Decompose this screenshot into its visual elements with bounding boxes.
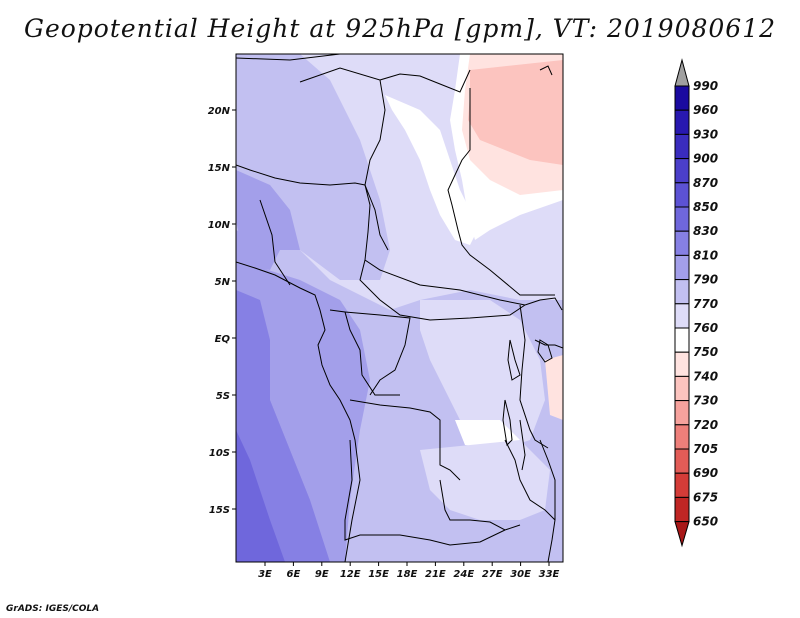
coastline (539, 65, 553, 76)
fill-congo-mid (420, 300, 545, 450)
colorbar-swatch (674, 182, 690, 208)
lon-label: 24E (453, 569, 474, 580)
lon-label: 9E (315, 569, 329, 580)
fill-south-mid (420, 440, 550, 520)
border-line (236, 54, 341, 61)
lon-label: 15E (368, 569, 389, 580)
colorbar-label: 830 (693, 224, 718, 238)
latitude-axis: 20N 15N 10N 5N EQ 5S 10S 15S (208, 106, 236, 516)
colorbar-label: 810 (693, 248, 718, 262)
border-line (349, 399, 461, 481)
fill-nw-mid (236, 170, 300, 250)
border-line (524, 297, 563, 311)
lon-label: 18E (397, 569, 418, 580)
lat-label: 5S (216, 391, 230, 402)
colorbar-label: 870 (693, 176, 718, 190)
colorbar-swatch (674, 158, 690, 184)
grads-credit: GrADS: IGES/COLA (6, 604, 100, 614)
colorbar-swatch (674, 230, 690, 256)
colorbar-swatch (674, 206, 690, 232)
border-line (439, 479, 521, 531)
fill-ocean-deeper (236, 430, 285, 562)
lake-outline (537, 339, 553, 363)
lon-label: 6E (287, 569, 301, 580)
colorbar-swatch (674, 279, 690, 305)
lake-outline (502, 399, 513, 447)
border-line (504, 439, 556, 521)
colorbar-label: 690 (693, 466, 718, 480)
fill-sahel-low (236, 54, 390, 280)
colorbar-swatch (674, 327, 690, 353)
lon-label: 3E (258, 569, 272, 580)
lat-label: 10S (209, 448, 230, 459)
colorbar-label: 750 (693, 345, 718, 359)
colorbar-swatch (674, 85, 690, 111)
border-line (344, 439, 506, 546)
colorbar-label: 740 (693, 369, 718, 383)
lat-label: 15N (208, 163, 231, 174)
colorbar-label: 760 (693, 321, 718, 335)
country-borders (236, 54, 563, 562)
lat-label: 5N (215, 277, 231, 288)
map-title: Geopotential Height at 925hPa [gpm], VT:… (23, 14, 777, 43)
colorbar-swatch (674, 303, 690, 329)
colorbar-label: 850 (693, 200, 718, 214)
lat-label: 10N (208, 220, 231, 231)
lon-label: 33E (539, 569, 560, 580)
coastline (236, 261, 361, 562)
border-line (519, 304, 549, 449)
border-line (379, 69, 471, 93)
colorbar-swatch (674, 375, 690, 402)
colorbar-under-arrow (674, 521, 690, 548)
colorbar-swatch (674, 448, 690, 474)
colorbar-swatch (674, 254, 690, 281)
colorbar-label: 990 (693, 79, 718, 93)
border-line (259, 199, 291, 286)
contour-fill (236, 54, 563, 562)
fill-east-pink (545, 355, 563, 420)
fill-sahara-rose (468, 60, 563, 165)
colorbar-label: 960 (693, 103, 718, 117)
colorbar-swatch (674, 400, 690, 426)
lon-label: 12E (340, 569, 361, 580)
border-line (359, 259, 526, 321)
colorbar-swatch (674, 133, 690, 160)
border-line (539, 439, 556, 562)
colorbar-swatch (674, 472, 690, 498)
longitude-axis: 3E 6E 9E 12E 15E 18E 21E 24E 27E 30E 33E (258, 562, 560, 580)
border-line (364, 184, 526, 306)
border-line (344, 311, 411, 396)
colorbar-label: 770 (693, 297, 718, 311)
colorbar-swatch (674, 109, 690, 135)
lake-outline (519, 419, 526, 471)
lat-label: 15S (209, 505, 230, 516)
colorbar-over-arrow (674, 58, 690, 87)
colorbar-label: 705 (693, 442, 718, 456)
colorbar-label: 930 (693, 127, 718, 141)
colorbar-label: 900 (693, 152, 718, 166)
colorbar: 990 960 930 900 870 850 830 810 790 770 760 750 740 7… (674, 58, 718, 548)
colorbar-swatch (674, 496, 690, 523)
map-frame (235, 53, 564, 563)
lat-label: EQ (215, 334, 231, 345)
colorbar-label: 730 (693, 394, 718, 408)
lon-label: 30E (510, 569, 531, 580)
fill-white-ridge (385, 95, 480, 245)
colorbar-swatch (674, 424, 690, 450)
border-line (299, 67, 389, 251)
colorbar-label: 650 (693, 515, 718, 529)
lat-label: 20N (208, 106, 231, 117)
border-line (236, 164, 366, 186)
lon-label: 27E (482, 569, 503, 580)
colorbar-label: 675 (693, 490, 718, 504)
border-line (447, 88, 555, 296)
colorbar-label: 790 (693, 273, 718, 287)
colorbar-swatch (674, 351, 690, 377)
lon-label: 21E (425, 569, 446, 580)
colorbar-label: 720 (693, 418, 718, 432)
lake-outline (507, 339, 521, 381)
